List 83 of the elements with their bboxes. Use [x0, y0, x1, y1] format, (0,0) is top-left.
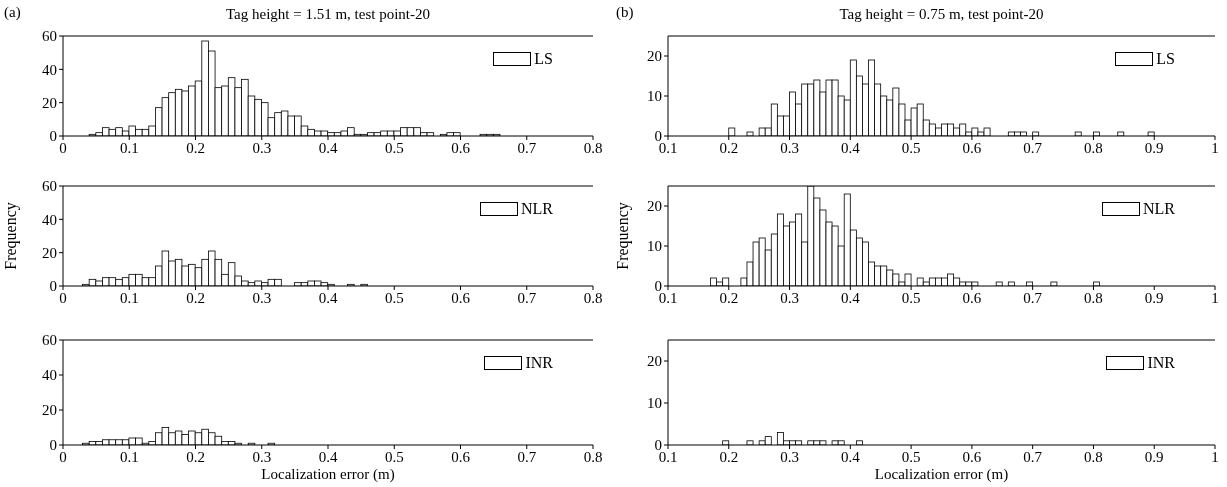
x-tick-label: 0.6 [962, 139, 982, 156]
x-tick-label: 0.9 [1144, 139, 1164, 156]
x-tick-label: 0.7 [517, 289, 537, 306]
x-tick-label: 0.5 [384, 139, 404, 156]
x-tick-label: 0.9 [1144, 289, 1164, 306]
legend-label: NLR [521, 200, 553, 218]
x-tick-label: 0.4 [318, 139, 338, 156]
x-tick-label: 0.8 [1084, 139, 1103, 156]
x-axis-title: Localization error (m) [874, 466, 1009, 483]
x-tick-label: 0.5 [384, 289, 404, 306]
legend-label: INR [1147, 354, 1175, 372]
x-tick-label: 0.5 [901, 448, 921, 465]
x-tick-label: 0.3 [252, 139, 272, 156]
x-tick-label: 0.3 [780, 448, 799, 465]
x-tick-label: 0.3 [252, 448, 272, 465]
chart-title: Tag height = 1.51 m, test point-20 [224, 6, 432, 23]
text: (a) [4, 4, 21, 21]
y-axis-title: Frequency [1, 202, 20, 270]
x-tick-label: 0.3 [780, 289, 799, 306]
y-tick-label: 10 [647, 88, 662, 105]
y-tick-label: 0 [49, 437, 57, 454]
y-tick-label: 20 [42, 402, 57, 419]
x-axis-title: Localization error (m) [261, 466, 395, 483]
x-tick-label: 1 [1211, 139, 1219, 156]
x-tick-label: 0.6 [451, 448, 471, 465]
x-tick-label: 1 [1211, 289, 1219, 306]
x-tick-label: 0.4 [840, 139, 861, 156]
x-tick-label: 0.2 [186, 289, 205, 306]
x-tick-label: 0.3 [252, 289, 272, 306]
x-tick-label: 0.7 [1023, 139, 1043, 156]
x-tick-label: 0.1 [119, 448, 139, 465]
x-tick-label: 0.5 [901, 289, 921, 306]
y-tick-label: 40 [42, 61, 57, 78]
x-tick-label: 0.9 [1144, 448, 1164, 465]
x-tick-label: 0.6 [962, 448, 982, 465]
x-tick-label: 0.1 [119, 289, 139, 306]
y-tick-label: 20 [42, 94, 57, 111]
x-tick-label: 0.6 [962, 289, 982, 306]
x-tick-label: 0.2 [186, 139, 205, 156]
x-tick-label: 0.8 [583, 289, 603, 306]
x-tick-label: 0.7 [517, 139, 537, 156]
legend-label: NLR [1143, 200, 1175, 218]
y-tick-label: 0 [49, 128, 57, 145]
x-tick-label: 0.4 [318, 289, 338, 306]
text: (b) [616, 4, 634, 21]
y-tick-label: 60 [42, 28, 57, 45]
x-tick-label: 0.2 [719, 289, 739, 306]
y-axis-title: Frequency [613, 202, 632, 270]
legend-label: LS [1156, 50, 1175, 68]
x-tick-label: 0.4 [840, 289, 861, 306]
y-tick-label: 0 [49, 278, 57, 295]
x-tick-label: 0.6 [451, 289, 471, 306]
x-tick-label: 1 [1211, 448, 1219, 465]
x-tick-label: 0.5 [384, 448, 404, 465]
x-tick-label: 0.4 [318, 448, 338, 465]
x-tick-label: 0.7 [1023, 289, 1043, 306]
x-tick-label: 0.2 [719, 139, 739, 156]
y-tick-label: 10 [647, 238, 662, 255]
legend-label: INR [525, 354, 553, 372]
x-tick-label: 0.2 [719, 448, 739, 465]
y-tick-label: 40 [42, 211, 57, 228]
x-tick-label: 0.7 [1023, 448, 1043, 465]
y-tick-label: 20 [42, 244, 57, 261]
legend-label: LS [534, 50, 553, 68]
y-tick-label: 40 [42, 367, 57, 384]
y-tick-label: 20 [647, 353, 662, 370]
y-tick-label: 20 [647, 198, 662, 215]
chart-title: Tag height = 0.75 m, test point-20 [838, 6, 1045, 23]
y-tick-label: 10 [647, 395, 662, 412]
x-tick-label: 0.8 [583, 139, 603, 156]
x-tick-label: 0.1 [119, 139, 139, 156]
y-tick-label: 60 [42, 178, 57, 195]
x-tick-label: 0.7 [517, 448, 537, 465]
x-tick-label: 0.8 [1084, 448, 1103, 465]
x-tick-label: 0.6 [451, 139, 471, 156]
x-tick-label: 0.8 [583, 448, 603, 465]
x-tick-label: 0.8 [1084, 289, 1103, 306]
x-tick-label: 0.2 [186, 448, 205, 465]
y-tick-label: 60 [42, 332, 57, 349]
x-tick-label: 0.4 [840, 448, 861, 465]
y-tick-label: 20 [647, 48, 662, 65]
x-tick-label: 0.3 [780, 139, 799, 156]
x-tick-label: 0.5 [901, 139, 921, 156]
